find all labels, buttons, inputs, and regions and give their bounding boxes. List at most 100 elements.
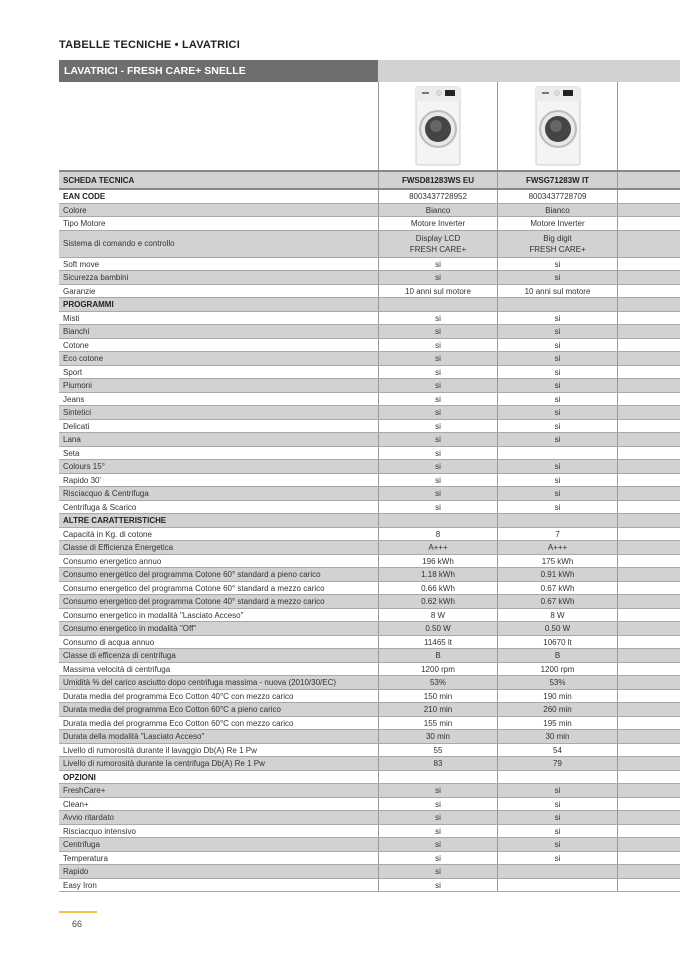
row-label: Risciacquo & Centrifuga xyxy=(63,489,149,498)
row-value: Bianco xyxy=(497,203,617,216)
row-value: Bianco xyxy=(378,203,497,216)
row-label: Centrifuga & Scarico xyxy=(63,502,137,512)
row-label: Consumo energetico in modalità "Off" xyxy=(63,624,197,633)
row-value: 196 kWh xyxy=(378,554,497,567)
table-row: Durata media del programma Eco Cotton 60… xyxy=(59,716,680,730)
row-value xyxy=(617,446,680,459)
row-value xyxy=(617,811,680,824)
row-label: Consumo energetico del programma Cotone … xyxy=(63,570,321,579)
row-value: 7 xyxy=(497,527,617,540)
row-label: Jeans xyxy=(63,394,85,404)
row-value: 1200 rpm xyxy=(378,662,497,675)
table-row: Cotone si si xyxy=(59,338,680,352)
row-value: 0.67 kWh xyxy=(497,595,617,608)
row-value xyxy=(617,500,680,513)
row-value xyxy=(617,514,680,527)
row-label: Rapido 30' xyxy=(63,475,101,485)
row-value: si xyxy=(497,271,617,284)
row-value: si xyxy=(378,419,497,432)
row-label: Consumo energetico del programma Cotone … xyxy=(63,583,325,593)
row-value: si xyxy=(497,325,617,338)
table-row: Sicurezza bambini si si xyxy=(59,271,680,285)
row-value: 8003437728952 xyxy=(378,190,497,203)
table-row: Rapido 30' si si xyxy=(59,473,680,487)
row-value xyxy=(617,797,680,810)
row-value: si xyxy=(497,311,617,324)
row-value xyxy=(617,824,680,837)
table-row: Consumo energetico in modalità "Off" 0.50… xyxy=(59,622,680,636)
washing-machine-icon xyxy=(535,86,580,166)
row-label: ALTRE CARATTERISTICHE xyxy=(63,516,167,525)
product-image-1 xyxy=(378,82,497,170)
section-header-row: OPZIONI xyxy=(59,770,680,784)
model-name xyxy=(617,172,680,188)
row-value xyxy=(617,325,680,338)
row-value xyxy=(497,446,617,459)
table-row: Clean+ si si xyxy=(59,797,680,811)
row-value: A+++ xyxy=(497,541,617,554)
row-value xyxy=(497,514,617,527)
row-label: OPZIONI xyxy=(63,772,96,782)
row-value xyxy=(617,608,680,621)
row-value: si xyxy=(378,851,497,864)
row-value xyxy=(617,757,680,770)
page-number: 66 xyxy=(72,919,83,929)
row-value xyxy=(617,743,680,756)
row-label: FreshCare+ xyxy=(63,786,106,795)
row-label: Durata media del programma Eco Cotton 40… xyxy=(63,691,294,701)
row-value xyxy=(617,770,680,783)
table-row: Misti si si xyxy=(59,311,680,325)
row-value: 210 min xyxy=(378,703,497,716)
row-value: si xyxy=(378,352,497,365)
table-row: Tipo Motore Motore Inverter Motore Inverte… xyxy=(59,217,680,231)
row-value xyxy=(617,527,680,540)
row-value: si xyxy=(497,419,617,432)
row-value: B xyxy=(497,649,617,662)
row-value xyxy=(617,379,680,392)
row-value xyxy=(617,284,680,297)
row-value: 8 W xyxy=(378,608,497,621)
table-header: LAVATRICI - FRESH CARE+ SNELLE xyxy=(59,60,680,82)
table-row: Sport si si xyxy=(59,365,680,379)
row-value xyxy=(497,878,617,891)
table-row: Consumo energetico del programma Cotone … xyxy=(59,595,680,609)
table-row: Umidità % del carico asciutto dopo centr… xyxy=(59,676,680,690)
row-value: si xyxy=(378,311,497,324)
table-row: Consumo energetico in modalità "Lasciato… xyxy=(59,608,680,622)
row-value: 0.50 W xyxy=(378,622,497,635)
row-value: 175 kWh xyxy=(497,554,617,567)
row-value: 8003437728709 xyxy=(497,190,617,203)
row-value: si xyxy=(378,379,497,392)
row-value: si xyxy=(497,838,617,851)
row-label: Avvio ritardato xyxy=(63,813,114,822)
row-value: Display LCD FRESH CARE+ xyxy=(378,230,497,257)
table-row: Centrifuga si si xyxy=(59,838,680,852)
row-value: si xyxy=(378,392,497,405)
row-value: si xyxy=(378,325,497,338)
table-row: Durata media del programma Eco Cotton 60… xyxy=(59,703,680,717)
row-label: Classe di efficenza di centrifuga xyxy=(63,651,176,660)
row-value xyxy=(617,838,680,851)
row-value: si xyxy=(497,365,617,378)
row-value: 0.62 kWh xyxy=(378,595,497,608)
row-value: 10 anni sul motore xyxy=(497,284,617,297)
row-value: si xyxy=(378,338,497,351)
row-value xyxy=(497,770,617,783)
model-name: FWSD81283WS EU xyxy=(378,172,497,188)
row-value: 260 min xyxy=(497,703,617,716)
row-label: Massima velocità di centrifuga xyxy=(63,664,171,674)
table-row: Easy Iron si xyxy=(59,878,680,892)
table-row: Consumo di acqua annuo 11465 lt 10670 lt xyxy=(59,635,680,649)
row-value: 10 anni sul motore xyxy=(378,284,497,297)
row-label: Capacità in Kg. di cotone xyxy=(63,529,152,539)
table-row: Consumo energetico annuo 196 kWh 175 kWh xyxy=(59,554,680,568)
row-value: si xyxy=(497,851,617,864)
row-label: Colore xyxy=(63,205,87,215)
row-value: 155 min xyxy=(378,716,497,729)
row-value: si xyxy=(497,392,617,405)
table-row: Consumo energetico del programma Cotone … xyxy=(59,581,680,595)
row-value: A+++ xyxy=(378,541,497,554)
row-value: si xyxy=(378,784,497,797)
row-value: 190 min xyxy=(497,689,617,702)
row-value: si xyxy=(497,433,617,446)
